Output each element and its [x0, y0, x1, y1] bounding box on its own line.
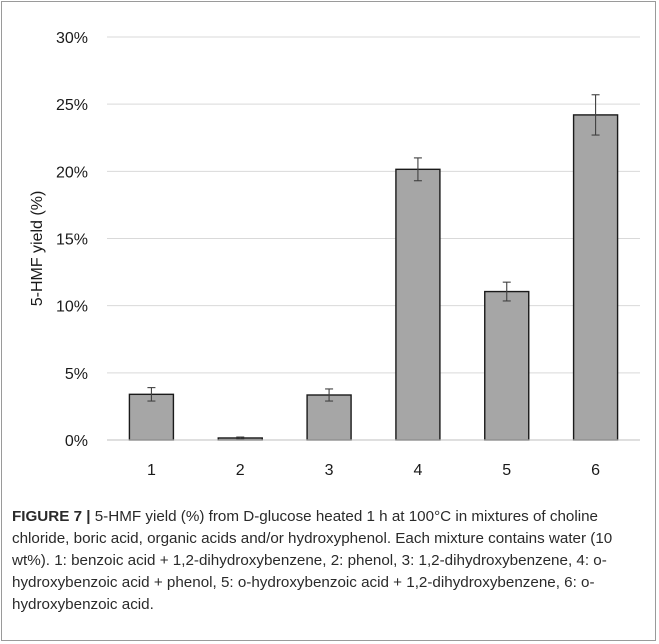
y-tick-label: 10% [56, 299, 88, 316]
x-axis-ticks: 1 2 3 4 5 6 [147, 462, 600, 479]
y-tick-label: 30% [56, 30, 88, 47]
error-bar [413, 157, 422, 182]
error-bar [591, 94, 600, 136]
y-tick-label: 15% [56, 232, 88, 249]
y-tick-label: 20% [56, 164, 88, 181]
figure-caption: FIGURE 7 | 5-HMF yield (%) from D-glucos… [12, 506, 648, 616]
bar-chart: 0% 5% 10% 15% 20% 25% 30% 1 2 3 4 5 6 5-HMF yield (… [29, 30, 640, 479]
y-axis-ticks: 0% 5% 10% 15% 20% 25% 30% [56, 30, 88, 450]
caption-label: FIGURE 7 | [12, 508, 91, 525]
bar [395, 168, 441, 441]
error-bar [502, 281, 511, 302]
y-axis-label: 5-HMF yield (%) [29, 191, 46, 307]
x-tick-label: 1 [147, 462, 156, 479]
bars [128, 114, 619, 441]
error-bar [325, 388, 334, 402]
caption-text: 5-HMF yield (%) from D-glucose heated 1 … [12, 508, 613, 613]
bar [572, 114, 619, 441]
error-bars [147, 94, 600, 440]
error-bar [147, 387, 156, 402]
y-tick-label: 0% [65, 433, 88, 450]
error-bar [236, 436, 245, 440]
y-tick-label: 5% [65, 366, 88, 383]
x-tick-label: 4 [413, 462, 422, 479]
gridlines [107, 36, 640, 374]
bar [484, 290, 530, 441]
x-tick-label: 3 [325, 462, 334, 479]
x-tick-label: 5 [502, 462, 511, 479]
x-tick-label: 6 [591, 462, 600, 479]
bar [306, 394, 352, 441]
x-tick-label: 2 [236, 462, 245, 479]
y-tick-label: 25% [56, 97, 88, 114]
